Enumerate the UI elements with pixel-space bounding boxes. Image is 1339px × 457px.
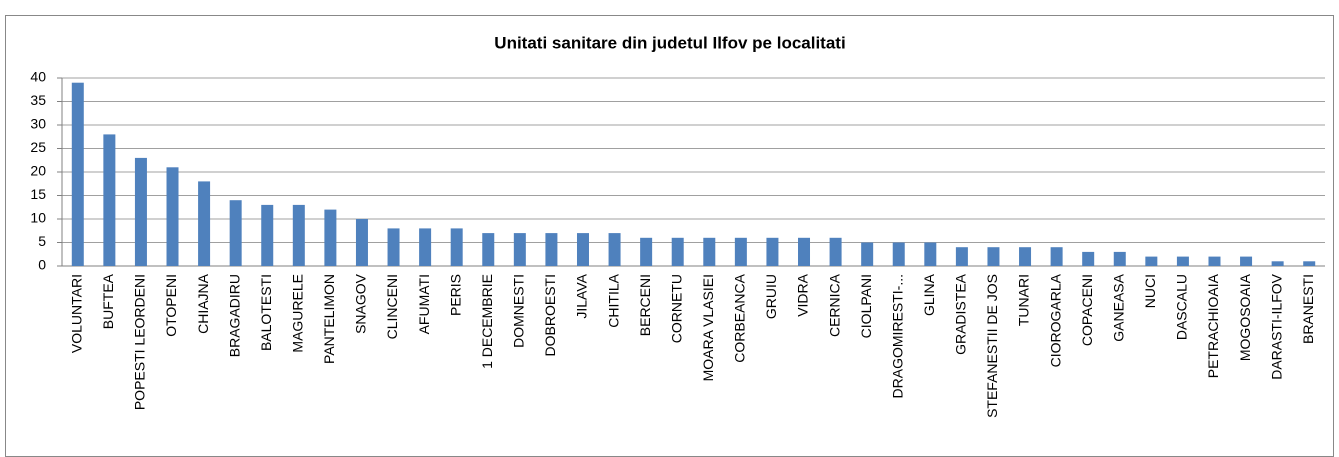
x-tick-label: CIOLPANI xyxy=(858,274,874,338)
bar xyxy=(608,233,621,266)
bar xyxy=(734,237,747,266)
bar xyxy=(513,233,526,266)
x-tick-label: DARASTI-ILFOV xyxy=(1268,273,1284,379)
x-tick-label: GLINA xyxy=(921,273,937,316)
x-tick-label: CORBEANCA xyxy=(732,273,748,362)
bar xyxy=(1208,256,1221,266)
x-tick-label: AFUMATI xyxy=(416,274,432,334)
bar xyxy=(419,228,432,266)
bar xyxy=(798,237,811,266)
y-tick-label: 35 xyxy=(30,92,46,108)
x-tick-label: POPESTI LEORDENI xyxy=(132,274,148,410)
bar xyxy=(892,242,905,266)
y-tick-label: 5 xyxy=(38,233,46,249)
y-tick-label: 25 xyxy=(30,139,46,155)
bar xyxy=(1271,261,1284,266)
bar xyxy=(482,233,495,266)
y-tick-label: 30 xyxy=(30,116,46,132)
bar xyxy=(166,167,179,266)
x-tick-label: TUNARI xyxy=(1016,274,1032,326)
x-tick-label: NUCI xyxy=(1142,274,1158,308)
x-tick-label: PERIS xyxy=(447,274,463,316)
x-tick-label: BRANESTI xyxy=(1300,274,1316,344)
bar xyxy=(71,82,84,266)
bar xyxy=(1145,256,1158,266)
x-tick-label: GRADISTEA xyxy=(953,273,969,355)
bar xyxy=(355,219,368,266)
x-tick-label: CHITILA xyxy=(605,273,621,327)
x-tick-label: CLINCENI xyxy=(384,274,400,339)
x-tick-label: VIDRA xyxy=(795,273,811,316)
x-tick-label: BUFTEA xyxy=(100,273,116,329)
x-tick-label: PANTELIMON xyxy=(321,274,337,364)
x-tick-label: GRUIU xyxy=(763,274,779,319)
x-tick-label: CHIAJNA xyxy=(195,273,211,334)
y-tick-label: 15 xyxy=(30,186,46,202)
x-tick-label: BERCENI xyxy=(637,274,653,336)
x-tick-label: MOARA VLASIEI xyxy=(700,274,716,381)
x-tick-label: 1 DECEMBRIE xyxy=(479,274,495,369)
y-tick-label: 10 xyxy=(30,210,46,226)
chart-title: Unitati sanitare din judetul Ilfov pe lo… xyxy=(494,33,845,52)
bar xyxy=(1176,256,1189,266)
bar xyxy=(671,237,684,266)
x-tick-label: BRAGADIRU xyxy=(226,274,242,357)
bar xyxy=(766,237,779,266)
bar xyxy=(924,242,937,266)
x-tick-label: PETRACHIOAIA xyxy=(1205,273,1221,378)
bar xyxy=(545,233,558,266)
bar xyxy=(387,228,400,266)
x-tick-label: DASCALU xyxy=(1174,274,1190,340)
x-tick-label: DOBROESTI xyxy=(542,274,558,356)
bar xyxy=(1082,251,1095,266)
bar xyxy=(861,242,874,266)
x-tick-label: CORNETU xyxy=(668,274,684,343)
bar xyxy=(292,204,305,266)
x-tick-label: DOMNESTI xyxy=(511,274,527,348)
x-tick-label: STEFANESTII DE JOS xyxy=(984,274,1000,418)
bar xyxy=(324,209,337,266)
bar xyxy=(103,134,116,266)
x-tick-label: MAGURELE xyxy=(290,274,306,353)
bar xyxy=(987,247,1000,266)
bar xyxy=(703,237,716,266)
x-tick-label: COPACENI xyxy=(1079,274,1095,346)
x-tick-label: SNAGOV xyxy=(353,273,369,334)
x-tick-label: GANEASA xyxy=(1110,273,1126,341)
bar xyxy=(955,247,968,266)
bar xyxy=(576,233,589,266)
bar xyxy=(1113,251,1126,266)
x-tick-label: DRAGOMIRESTI-... xyxy=(889,274,905,398)
bar xyxy=(261,204,274,266)
bar xyxy=(829,237,842,266)
bar xyxy=(198,181,211,266)
x-tick-label: OTOPENI xyxy=(163,274,179,337)
bar xyxy=(1019,247,1032,266)
bar xyxy=(640,237,653,266)
y-tick-label: 20 xyxy=(30,163,46,179)
chart-border xyxy=(5,15,1334,457)
x-tick-label: CIOROGARLA xyxy=(1047,273,1063,367)
x-tick-label: VOLUNTARI xyxy=(68,274,84,353)
x-tick-label: BALOTESTI xyxy=(258,274,274,351)
bar xyxy=(1240,256,1253,266)
bar xyxy=(229,200,242,266)
bar xyxy=(1303,261,1316,266)
x-tick-label: JILAVA xyxy=(574,273,590,318)
bar xyxy=(1050,247,1063,266)
y-tick-label: 40 xyxy=(30,69,46,85)
y-tick-label: 0 xyxy=(38,257,46,273)
bar xyxy=(134,157,147,266)
x-tick-label: CERNICA xyxy=(826,273,842,337)
bar xyxy=(450,228,463,266)
x-tick-label: MOGOSOAIA xyxy=(1237,273,1253,361)
